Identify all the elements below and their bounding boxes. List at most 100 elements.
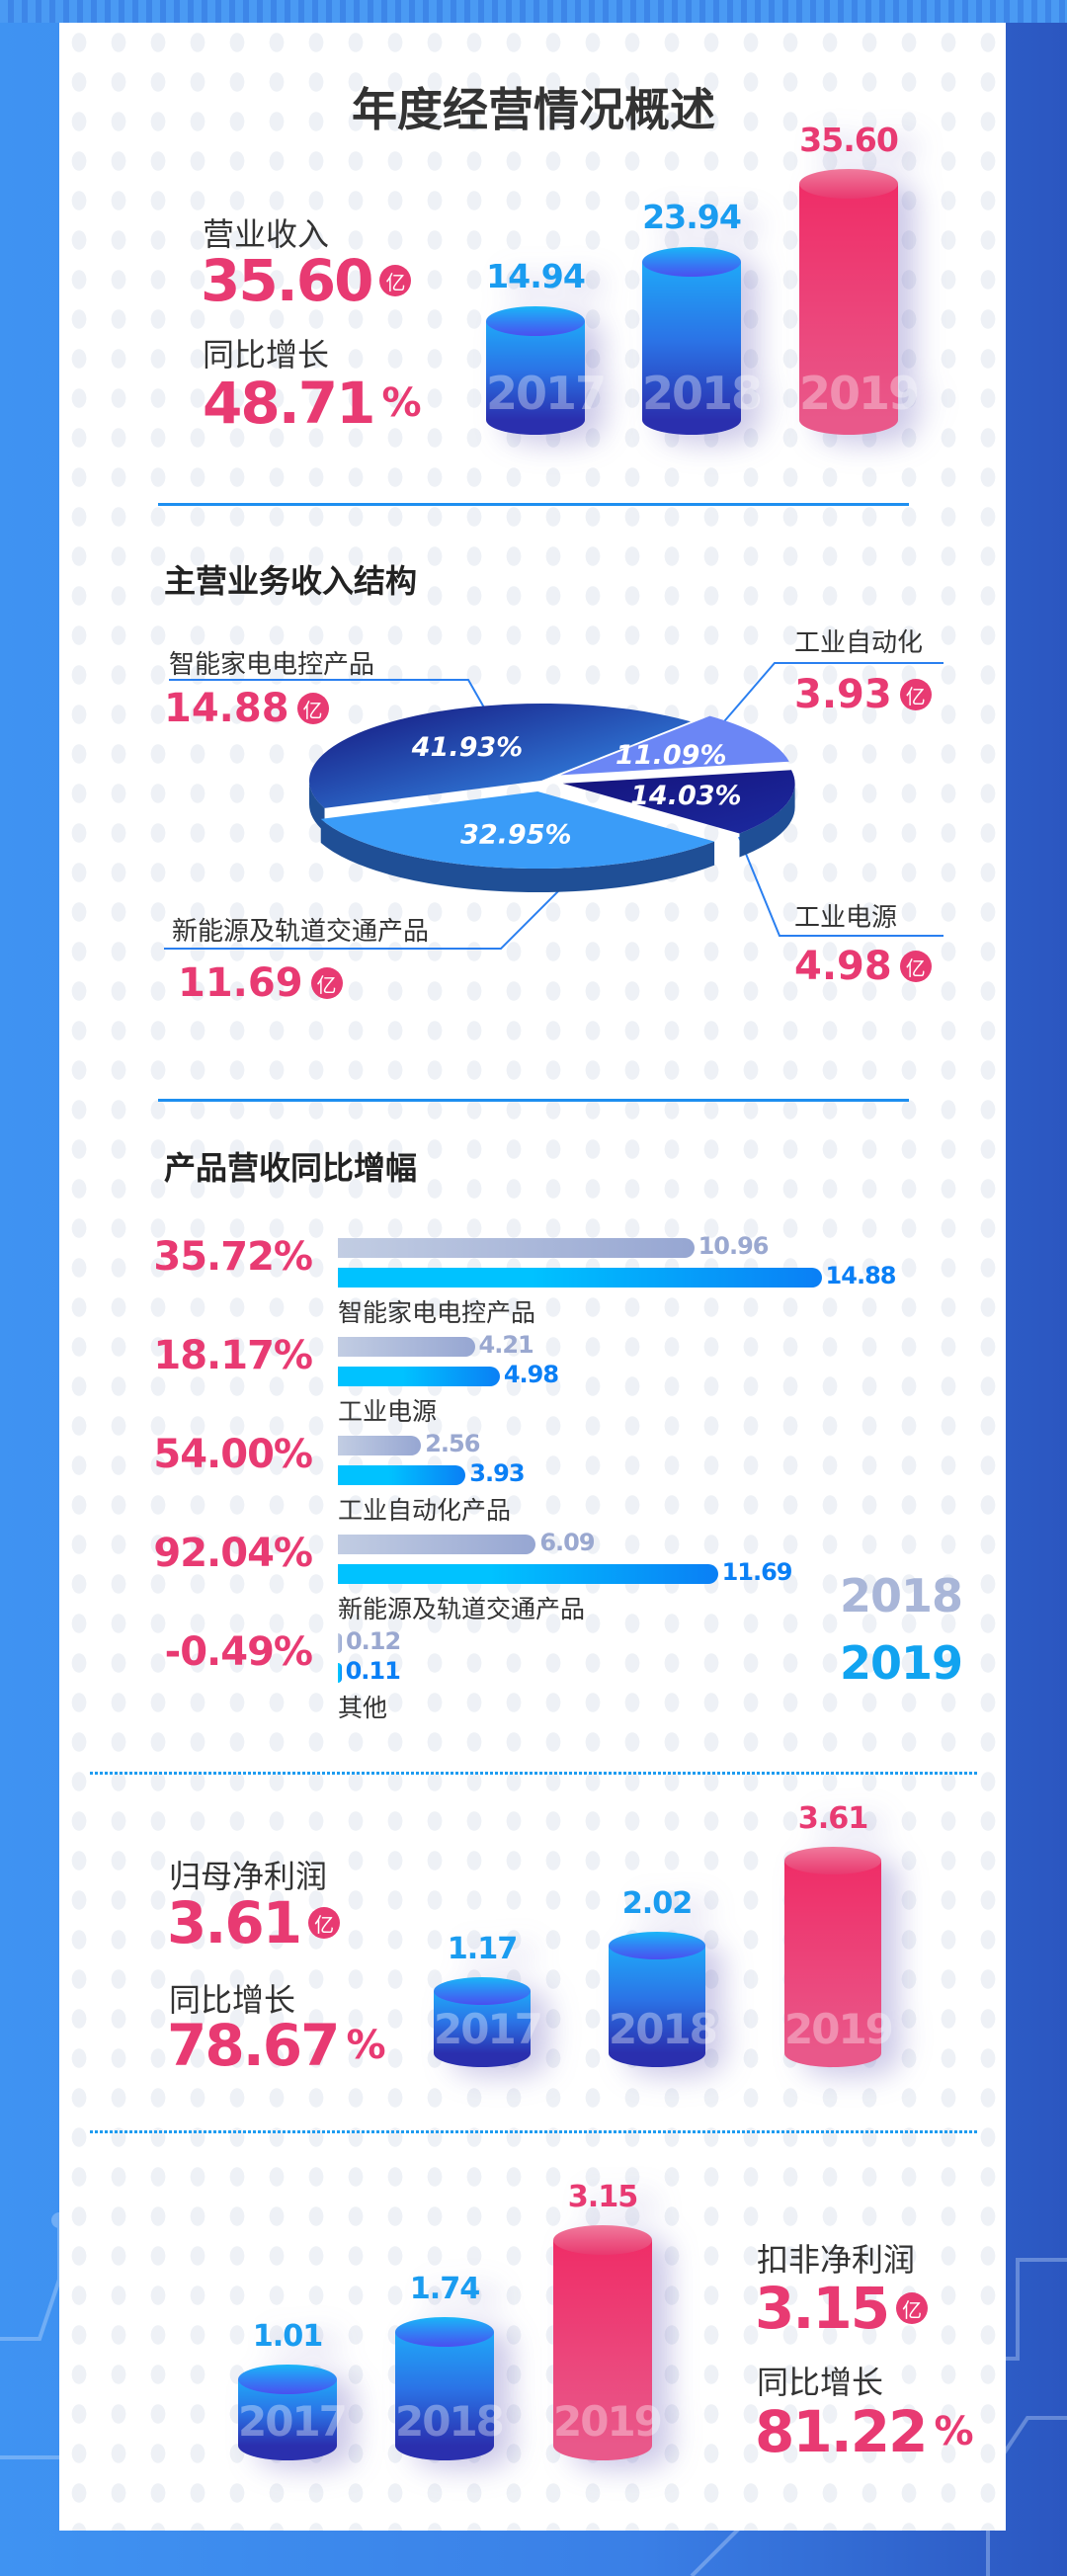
year-label: 2017	[486, 366, 607, 420]
revenue-growth-label: 同比增长	[203, 336, 330, 374]
bar-value-2018: 4.21	[478, 1331, 534, 1359]
net-profit-growth-value: 78.67%	[167, 2012, 386, 2079]
growth-percent: -0.49%	[164, 1629, 313, 1675]
amount: 4.98	[794, 944, 892, 989]
deducted-profit-value: 3.15 亿	[755, 2275, 929, 2342]
pie-label-amount: 11.69 亿	[178, 960, 343, 1006]
pie-label-amount: 4.98 亿	[794, 944, 932, 989]
value-label: 14.94	[486, 257, 586, 296]
cylinder-bar-2018: 2018 2.02	[609, 1886, 718, 2067]
pie-percent-label: 14.03%	[630, 781, 741, 811]
revenue-number: 35.60	[201, 247, 373, 314]
cylinder-bar-2018: 2018 1.74	[395, 2272, 505, 2460]
unit-badge: 亿	[896, 2292, 929, 2324]
year-label: 2017	[434, 2004, 543, 2053]
unit-badge: 亿	[310, 967, 343, 999]
cylinder-bar-2017: 2017 1.01	[238, 2319, 348, 2460]
product-name: 工业电源	[338, 1397, 438, 1426]
value-label: 35.60	[799, 120, 899, 159]
leader-line	[738, 836, 944, 937]
bar-value-2018: 2.56	[425, 1430, 480, 1457]
bar-2018	[338, 1337, 475, 1357]
section-divider	[90, 2130, 977, 2133]
bar-2019	[338, 1465, 466, 1485]
pie-slice-side	[739, 783, 795, 858]
year-label: 2019	[553, 2396, 663, 2446]
cylinder-bar-2019: 2019 35.60	[799, 121, 920, 435]
unit-badge: 亿	[296, 693, 329, 724]
pie-slice	[560, 715, 789, 776]
pie-percent-label: 41.93%	[411, 732, 523, 763]
bar-2019	[338, 1268, 822, 1288]
section-divider	[158, 1099, 909, 1102]
legend-2018: 2018	[840, 1569, 963, 1622]
deducted-profit-growth-value: 81.22%	[755, 2398, 974, 2465]
unit-badge: 亿	[379, 265, 412, 296]
deducted-profit-growth-label: 同比增长	[757, 2364, 884, 2401]
percent-sign: %	[381, 380, 421, 426]
percent-sign: %	[934, 2409, 973, 2454]
pie-slice	[320, 791, 715, 870]
pie-label-amount: 14.88 亿	[164, 686, 329, 731]
growth-percent: 35.72%	[153, 1234, 313, 1280]
year-label: 2019	[799, 366, 920, 420]
growth-percent: 54.00%	[153, 1432, 313, 1477]
value-label: 1.01	[252, 2319, 324, 2355]
pie-percent-label: 11.09%	[616, 740, 726, 771]
bar-value-2019: 11.69	[721, 1558, 793, 1586]
bar-2018	[338, 1436, 422, 1455]
bar-value-2018: 6.09	[539, 1529, 595, 1556]
pie-percent-label: 32.95%	[460, 819, 571, 850]
amount: 14.88	[164, 686, 289, 731]
net-profit-number: 3.61	[167, 1889, 302, 1956]
pie-slice-side	[309, 781, 325, 832]
bar-2019	[338, 1367, 500, 1386]
value-label: 3.15	[567, 2180, 639, 2215]
section-divider	[90, 1772, 977, 1775]
cylinder-bar-2019: 2019 3.15	[553, 2180, 663, 2460]
structure-title: 主营业务收入结构	[164, 562, 418, 600]
unit-badge: 亿	[308, 1907, 341, 1939]
pie-label-name: 工业自动化	[794, 628, 924, 658]
revenue-value: 35.60 亿	[201, 247, 412, 314]
legend-2019: 2019	[840, 1636, 963, 1690]
year-label: 2018	[609, 2004, 718, 2053]
structure-pie-chart: 41.93% 11.09% 14.03% 32.95%	[164, 662, 944, 950]
bar-value-2019: 14.88	[825, 1262, 897, 1289]
growth-number: 78.67	[167, 2012, 340, 2079]
year-label: 2017	[238, 2396, 348, 2446]
revenue-growth-value: 48.71%	[203, 370, 422, 437]
top-stripe	[0, 0, 1067, 23]
net-profit-growth-label: 同比增长	[169, 1981, 296, 2019]
bar-value-2019: 4.98	[503, 1361, 559, 1388]
pie-slice	[309, 704, 692, 808]
bar-2019	[338, 1564, 718, 1584]
bar-value-2018: 0.12	[345, 1627, 401, 1655]
cylinder-bar-2019: 2019 3.61	[784, 1801, 894, 2067]
percent-sign: %	[346, 2023, 385, 2068]
product-name: 工业自动化产品	[338, 1496, 512, 1525]
value-label: 1.17	[447, 1931, 519, 1966]
pie-label-amount: 3.93 亿	[794, 672, 932, 717]
cylinder-bar-2017: 2017 14.94	[486, 257, 607, 435]
growth-percent: 18.17%	[153, 1333, 313, 1378]
product-name: 新能源及轨道交通产品	[338, 1595, 586, 1623]
bar-2018	[338, 1535, 536, 1554]
unit-badge: 亿	[899, 679, 932, 710]
net-profit-label: 归母净利润	[169, 1858, 328, 1895]
unit-badge: 亿	[899, 951, 932, 982]
deducted-profit-number: 3.15	[755, 2275, 890, 2342]
growth-title: 产品营收同比增幅	[164, 1149, 418, 1187]
bar-value-2019: 0.11	[345, 1657, 401, 1685]
growth-number: 81.22	[755, 2398, 928, 2465]
leader-line	[705, 662, 944, 743]
revenue-label: 营业收入	[203, 215, 330, 253]
value-label: 2.02	[621, 1886, 694, 1922]
pie-slice-side	[320, 818, 715, 893]
pie-label-name: 智能家电电控产品	[169, 650, 375, 680]
page-title: 年度经营情况概述	[352, 83, 715, 136]
section-divider	[158, 503, 909, 506]
value-label: 3.61	[797, 1801, 869, 1837]
year-label: 2019	[784, 2004, 894, 2053]
amount: 3.93	[794, 672, 892, 717]
